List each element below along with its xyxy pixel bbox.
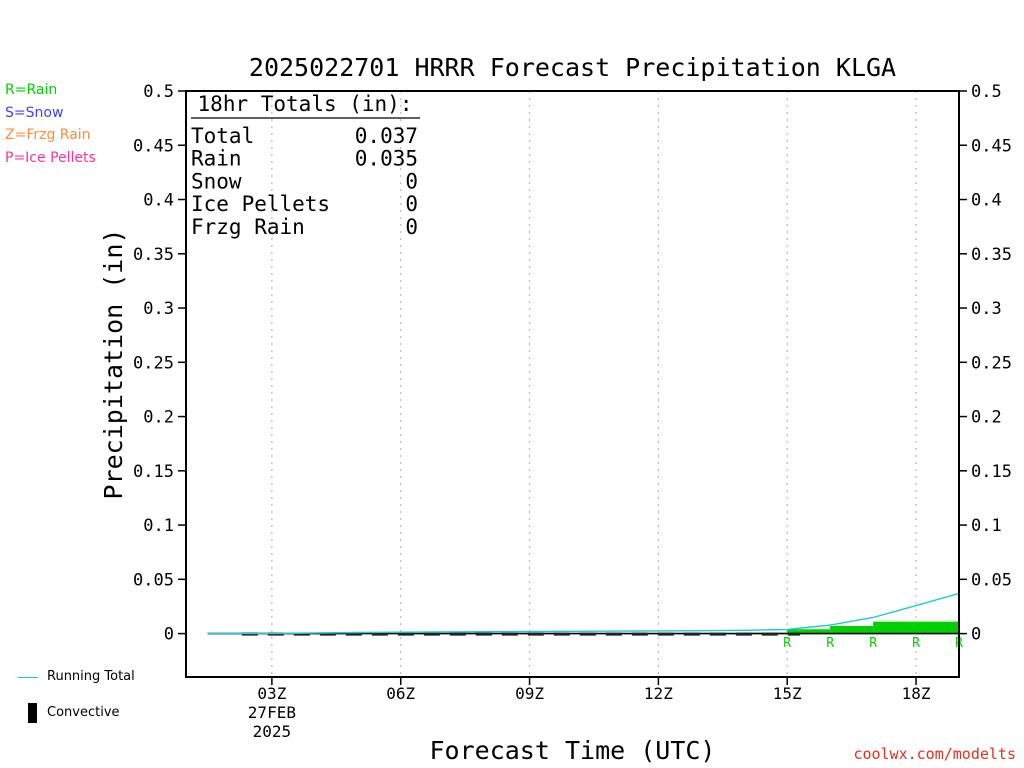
y-tick-label-left: 0.1 (143, 516, 174, 536)
legend-ice-pellets: P=Ice Pellets (5, 150, 96, 166)
x-tick-date: 27FEB (248, 703, 296, 722)
precip-bar (830, 625, 874, 634)
precip-bar (873, 621, 917, 634)
precip-bar (916, 621, 959, 634)
totals-value: 0.037 (355, 124, 418, 148)
y-tick-label-left: 0 (164, 625, 174, 645)
running-total-legend: Running Total (47, 669, 135, 684)
chart-title: 2025022701 HRRR Forecast Precipitation K… (249, 53, 896, 82)
precip-type-marker: R (826, 636, 834, 651)
y-tick-label-right: 0.5 (971, 82, 1002, 102)
totals-label: Ice Pellets (191, 192, 330, 216)
totals-label: Frzg Rain (191, 215, 305, 239)
totals-label: Total (191, 124, 254, 148)
y-tick-label-left: 0.2 (143, 408, 174, 428)
x-tick-year: 2025 (253, 722, 292, 741)
totals-value: 0 (405, 215, 418, 239)
y-tick-label-right: 0.4 (971, 191, 1002, 211)
totals-label: Snow (191, 169, 242, 193)
y-tick-label-right: 0.1 (971, 516, 1002, 536)
convective-legend: Convective (47, 705, 120, 720)
totals-value: 0 (405, 169, 418, 193)
x-tick-label: 15Z (773, 684, 802, 703)
x-axis-label: Forecast Time (UTC) (430, 736, 716, 765)
x-tick-label: 06Z (386, 684, 415, 703)
y-tick-label-right: 0.45 (971, 136, 1012, 156)
plot-frame (185, 90, 960, 678)
y-tick-label-left: 0.25 (133, 353, 174, 373)
totals-value: 0 (405, 192, 418, 216)
totals-header: 18hr Totals (in): (198, 92, 413, 116)
y-tick-label-left: 0.45 (133, 136, 174, 156)
precip-type-marker: R (912, 636, 920, 651)
running-total-line (207, 592, 960, 635)
precip-bar (787, 629, 831, 634)
legend-frzg-rain: Z=Frzg Rain (5, 127, 91, 143)
totals-value: 0.035 (355, 147, 418, 171)
x-tick-label: 12Z (644, 684, 673, 703)
y-tick-label-left: 0.4 (143, 191, 174, 211)
running-total-swatch (18, 677, 38, 678)
y-tick-label-left: 0.35 (133, 245, 174, 265)
y-tick-label-right: 0.05 (971, 570, 1012, 590)
convective-swatch (28, 703, 37, 723)
site-credit[interactable]: coolwx.com/modelts (853, 745, 1016, 763)
legend-snow: S=Snow (5, 105, 64, 121)
y-tick-label-right: 0.25 (971, 353, 1012, 373)
x-tick-label: 03Z (257, 684, 286, 703)
y-tick-label-right: 0.2 (971, 408, 1002, 428)
y-tick-label-right: 0 (971, 625, 981, 645)
precip-type-marker: R (869, 636, 877, 651)
x-tick-label: 18Z (902, 684, 931, 703)
legend-rain: R=Rain (5, 82, 58, 98)
totals-label: Rain (191, 147, 242, 171)
y-tick-label-left: 0.15 (133, 462, 174, 482)
y-tick-label-right: 0.15 (971, 462, 1012, 482)
y-tick-label-left: 0.05 (133, 570, 174, 590)
y-tick-label-right: 0.3 (971, 299, 1002, 319)
precip-type-marker: R (783, 636, 791, 651)
y-tick-label-right: 0.35 (971, 245, 1012, 265)
x-tick-label: 09Z (515, 684, 544, 703)
y-tick-label-left: 0.5 (143, 82, 174, 102)
y-axis-label: Precipitation (in) (99, 229, 128, 500)
y-tick-label-left: 0.3 (143, 299, 174, 319)
